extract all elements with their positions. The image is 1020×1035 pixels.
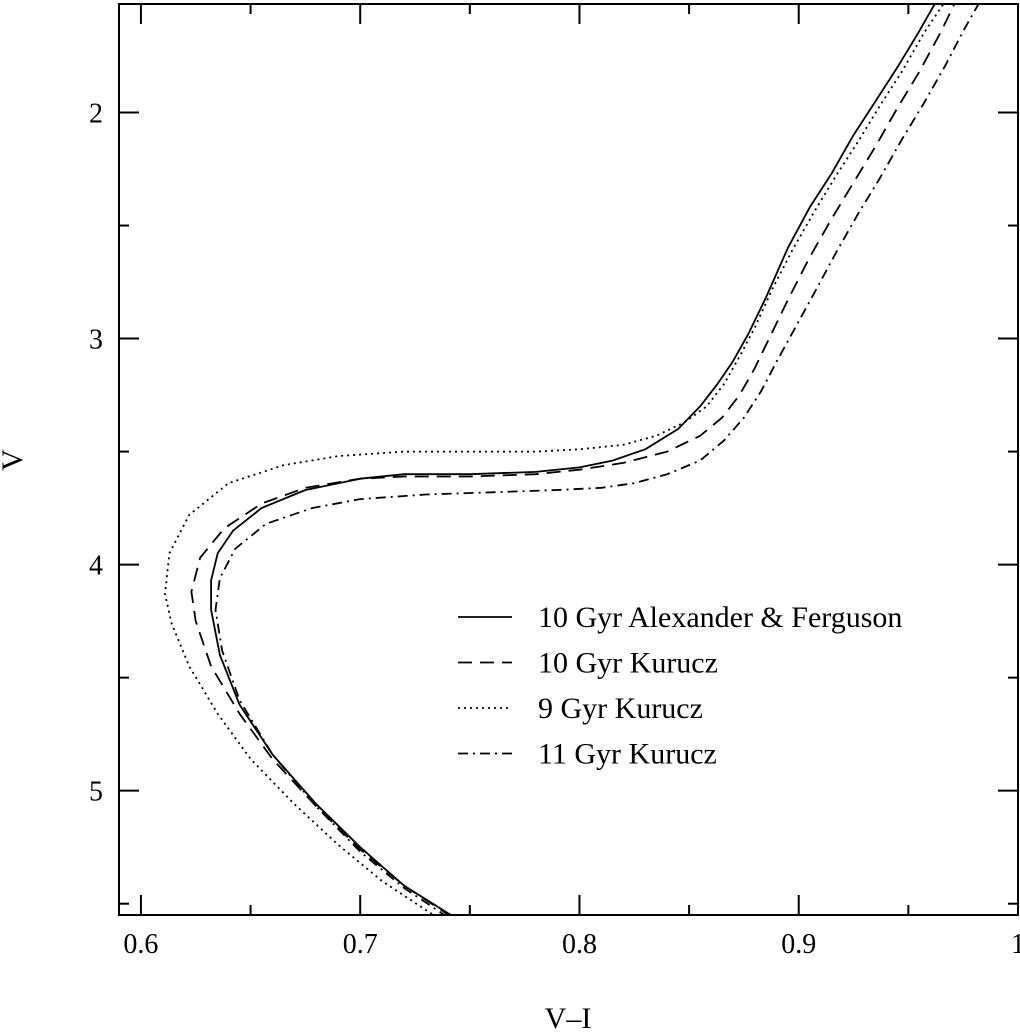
- legend-label: 10 Gyr Alexander & Ferguson: [538, 601, 902, 634]
- series-line-3: [164, 4, 945, 915]
- series-group: [164, 4, 980, 915]
- legend: 10 Gyr Alexander & Ferguson 10 Gyr Kurucz…: [458, 601, 902, 771]
- x-tick-label: 0.6: [123, 929, 158, 960]
- x-tick-label: 0.9: [781, 929, 816, 960]
- plot-frame: [118, 3, 1019, 916]
- y-axis-label: V: [0, 449, 29, 471]
- axis-ticks: [119, 4, 1019, 915]
- x-tick-label: 1: [1011, 929, 1020, 960]
- legend-label: 9 Gyr Kurucz: [538, 692, 703, 725]
- series-line-4: [214, 4, 980, 915]
- y-tick-label: 5: [89, 777, 103, 808]
- y-tick-label: 3: [89, 325, 103, 356]
- x-axis-label: V–I: [545, 1002, 592, 1035]
- series-line-2: [190, 4, 956, 915]
- y-tick-label: 4: [89, 551, 103, 582]
- legend-label: 10 Gyr Kurucz: [538, 647, 718, 680]
- tick-labels: 0.6 0.7 0.8 0.9 1 2 3 4 5: [89, 99, 1020, 960]
- y-tick-label: 2: [89, 99, 103, 130]
- x-tick-label: 0.7: [343, 929, 378, 960]
- legend-label: 11 Gyr Kurucz: [538, 738, 717, 771]
- series-line-1: [210, 4, 936, 915]
- x-tick-label: 0.8: [562, 929, 597, 960]
